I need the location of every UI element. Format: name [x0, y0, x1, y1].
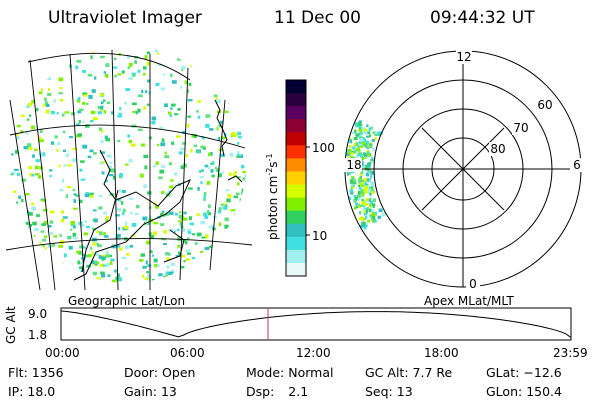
lat-label-80: 80: [490, 142, 505, 156]
gain-value: 13: [160, 384, 177, 399]
colorbar-band: [286, 249, 306, 264]
mlt-label-12: 12: [456, 50, 471, 64]
altitude-xtick-0: 00:00: [45, 346, 80, 360]
colorbar-band: [286, 171, 306, 186]
altitude-plot-frame: [60, 307, 572, 341]
seq-field: Seq: 13: [365, 384, 413, 399]
ip-value: 18.0: [27, 384, 56, 399]
colorbar-band: [286, 145, 306, 159]
polar-plot: 12 18 6 0 60 70 80: [342, 50, 584, 291]
colorbar: [285, 79, 310, 277]
mode-field: Mode: Normal: [246, 365, 334, 380]
gcalt-value: 7.7 Re: [412, 365, 453, 380]
altitude-plot: [60, 307, 572, 341]
gcalt-field: GC Alt: 7.7 Re: [365, 365, 453, 380]
colorbar-band: [286, 210, 306, 225]
altitude-xtick-3: 18:00: [424, 346, 459, 360]
lat-label-60: 60: [537, 98, 552, 112]
mlt-label-6: 6: [573, 158, 581, 172]
coastline: [73, 99, 243, 281]
colorbar-band: [286, 184, 306, 199]
geo-map: [5, 47, 253, 290]
mode-value: Normal: [288, 365, 334, 380]
colorbar-band: [286, 197, 306, 212]
flt-field: Flt: 1356: [8, 365, 64, 380]
altitude-xtick-1: 06:00: [170, 346, 205, 360]
geo-map-label: Geographic Lat/Lon: [68, 294, 186, 308]
altitude-xtick-2: 12:00: [296, 346, 331, 360]
colorbar-band: [286, 223, 306, 238]
glon-value: 150.4: [526, 384, 562, 399]
colorbar-band: [286, 132, 306, 146]
colorbar-unit-label: photon cm-2s-1: [265, 153, 280, 240]
altitude-ytick-high: 9.0: [28, 307, 48, 321]
mlt-label-18: 18: [346, 158, 361, 172]
mlt-label-0: 0: [469, 277, 477, 291]
glon-field: GLon: 150.4: [486, 384, 562, 399]
ip-field: IP: 18.0: [8, 384, 56, 399]
seq-value: 13: [396, 384, 413, 399]
colorbar-band: [286, 93, 306, 107]
colorbar-band: [286, 80, 306, 94]
colorbar-band: [286, 158, 306, 172]
lat-label-70: 70: [513, 121, 528, 135]
altitude-curve: [60, 310, 572, 339]
lat-lon-grid: [5, 49, 253, 290]
glat-field: GLat: −12.6: [486, 365, 562, 380]
date-label: 11 Dec 00: [274, 8, 361, 28]
glat-value: −12.6: [523, 365, 562, 380]
polar-plot-label: Apex MLat/MLT: [424, 294, 514, 308]
door-field: Door: Open: [124, 365, 196, 380]
time-label: 09:44:32 UT: [430, 8, 535, 28]
colorbar-band: [286, 119, 306, 133]
altitude-xtick-4: 23:59: [553, 346, 588, 360]
colorbar-band: [286, 106, 306, 120]
gain-field: Gain: 13: [124, 384, 177, 399]
altitude-ylabel: GC Alt: [4, 306, 18, 344]
door-value: Open: [162, 365, 196, 380]
colorbar-band: [286, 236, 306, 251]
polar-diagonal-2: [421, 127, 505, 211]
instrument-title: Ultraviolet Imager: [48, 8, 202, 28]
dsp-field: Dsp: 2.1: [246, 384, 309, 399]
colorbar-band: [286, 262, 306, 277]
altitude-ytick-low: 1.8: [28, 328, 48, 342]
colorbar-tick-100: 100: [312, 141, 335, 155]
flt-value: 1356: [31, 365, 64, 380]
colorbar-tick-10: 10: [312, 229, 328, 243]
dsp-value: 2.1: [288, 384, 309, 399]
